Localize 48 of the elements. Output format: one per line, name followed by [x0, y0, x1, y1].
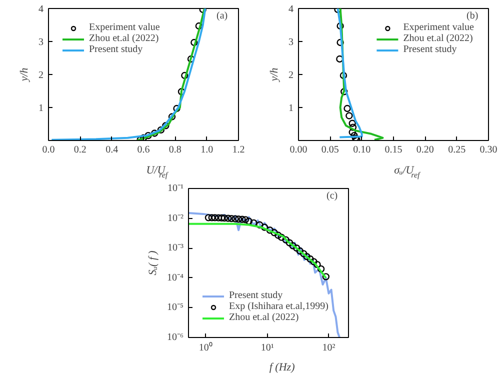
legend-label: Zhou et.al (2022)	[89, 33, 159, 44]
x-axis-title: f (Hz)	[269, 362, 296, 374]
x-tick-label: 10⁰	[198, 342, 213, 354]
legend-label: Experiment value	[403, 22, 474, 33]
y-tick-label: 1	[288, 103, 294, 114]
y-tick-label: 1	[38, 103, 44, 114]
y-tick-label: 10⁻³	[168, 242, 184, 254]
x-tick-label: 0.30	[480, 144, 498, 156]
y-tick-label: 10⁻¹	[168, 183, 184, 194]
legend-label: Present study	[229, 290, 283, 301]
annotation: (a)	[216, 10, 228, 22]
y-tick-label: 10⁻⁵	[167, 302, 184, 314]
y-tick-label: 2	[38, 70, 44, 81]
x-axis-title: U/Uref	[146, 164, 170, 180]
y-axis-title: Sᵤ( f )	[147, 250, 160, 276]
legend-label: Present study	[89, 44, 143, 55]
y-tick-label: 10⁻⁴	[167, 272, 184, 284]
annotation: (b)	[466, 10, 478, 22]
annotation: (c)	[326, 190, 338, 202]
x-tick-label: 0.0	[42, 144, 55, 156]
legend-label: Experiment value	[89, 22, 160, 33]
legend-label: Present study	[403, 44, 457, 55]
x-tick-label: 1.2	[232, 144, 245, 156]
x-tick-label: 1.0	[200, 144, 214, 156]
x-tick-label: 0.20	[416, 144, 434, 156]
x-tick-label: 10²	[322, 342, 336, 354]
legend-label: Zhou et.al (2022)	[229, 312, 299, 323]
x-tick-label: 10¹	[260, 342, 274, 354]
y-tick-label: 3	[38, 37, 44, 48]
y-tick-label: 3	[288, 37, 294, 48]
y-tick-label: 2	[288, 70, 294, 81]
x-tick-label: 0.25	[448, 144, 466, 156]
y-tick-label: 4	[38, 4, 44, 15]
x-tick-label: 0.6	[137, 144, 150, 156]
x-tick-label: 0.05	[321, 144, 339, 156]
y-tick-label: 4	[288, 4, 294, 15]
y-tick-label: 10⁻²	[168, 212, 184, 224]
y-axis-title: y/h	[18, 67, 30, 82]
x-tick-label: 0.4	[106, 144, 118, 156]
x-tick-label: 0.8	[168, 144, 182, 156]
x-tick-label: 0.15	[384, 144, 402, 156]
legend-label: Exp (Ishihara et.al,1999)	[229, 301, 328, 312]
y-tick-label: 10⁻⁶	[167, 332, 184, 343]
y-axis-title: y/h	[268, 67, 280, 82]
legend-label: Zhou et.al (2022)	[403, 33, 473, 44]
x-tick-label: 0.10	[353, 144, 371, 156]
x-tick-label: 0.00	[290, 144, 308, 156]
x-tick-label: 0.2	[74, 144, 86, 156]
